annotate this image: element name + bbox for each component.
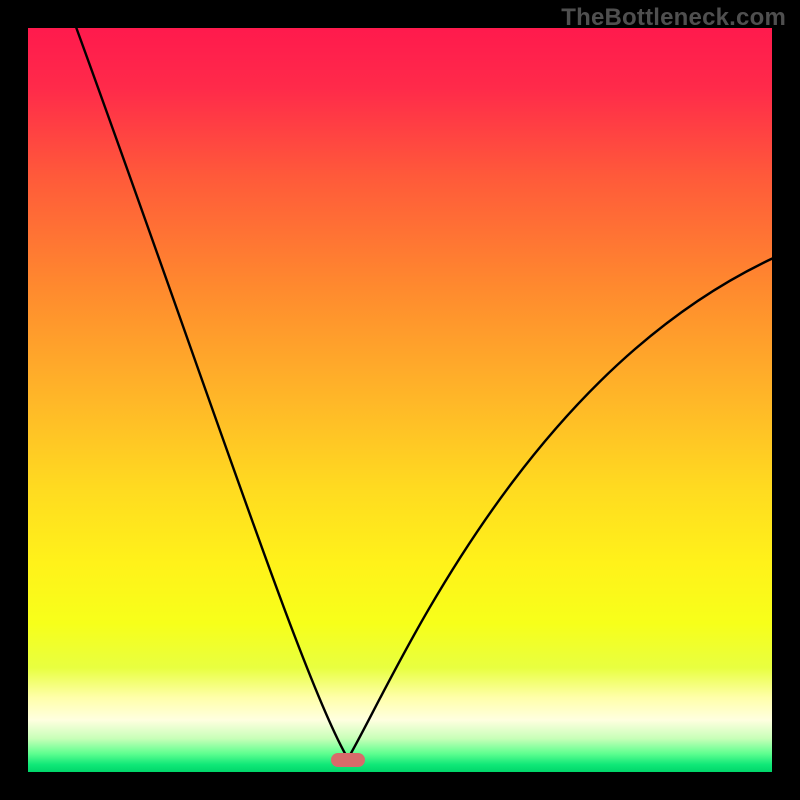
bottleneck-curve bbox=[28, 28, 772, 772]
watermark-text: TheBottleneck.com bbox=[561, 4, 786, 32]
chart-frame: TheBottleneck.com bbox=[0, 0, 800, 800]
optimal-point-marker bbox=[331, 753, 365, 767]
